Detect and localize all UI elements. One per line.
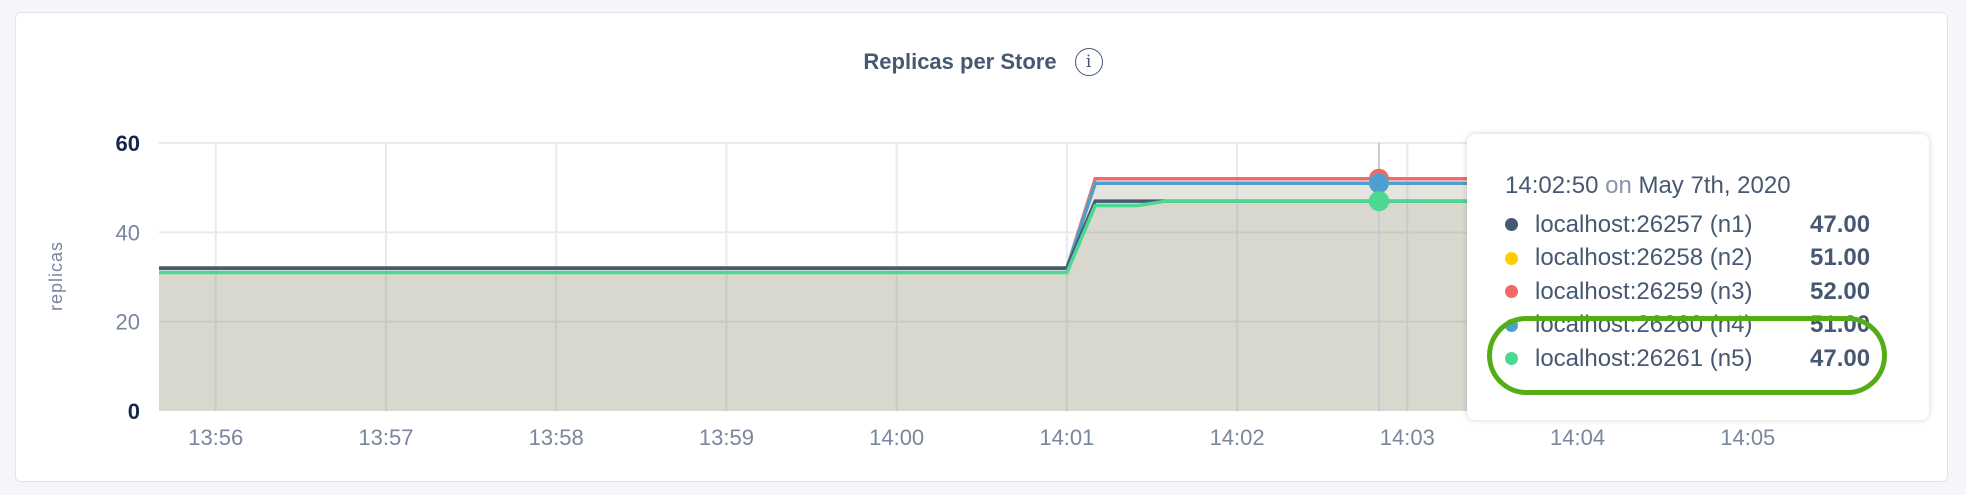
chart-title-text: Replicas per Store [863,49,1057,75]
tooltip-series-name: localhost:26258 (n2) [1535,244,1753,272]
series-dot-icon [1505,251,1518,265]
hover-point [1368,173,1389,194]
tooltip-time: 14:02:50 [1505,172,1599,199]
tooltip-on: on [1605,172,1632,199]
info-icon[interactable]: i [1074,48,1103,77]
tooltip-series-value: 52.00 [1810,277,1871,305]
y-tick-label: 20 [116,310,140,335]
tooltip-series-name: localhost:26261 (n5) [1535,344,1753,372]
x-tick-label: 14:02 [1210,425,1265,450]
tooltip-series-value: 47.00 [1810,210,1871,238]
y-axis-label: replicas [46,241,66,311]
x-tick-label: 14:03 [1380,425,1435,450]
y-tick-label: 40 [116,220,140,245]
tooltip-row: localhost:26260 (n4) 51.00 [1505,309,1929,343]
tooltip-row: localhost:26261 (n5) 47.00 [1505,342,1929,376]
x-tick-label: 14:00 [869,425,924,450]
highlight-ellipse [1487,316,1887,395]
tooltip-timestamp: 14:02:50 on May 7th, 2020 [1505,172,1929,200]
x-tick-label: 13:59 [699,425,754,450]
series-dot-icon [1505,218,1518,232]
x-tick-label: 14:04 [1550,425,1605,450]
y-tick-label: 60 [116,131,140,156]
tooltip-series-name: localhost:26260 (n4) [1535,311,1753,339]
tooltip-series-value: 51.00 [1810,244,1871,272]
tooltip-date: May 7th, 2020 [1638,172,1791,199]
x-tick-label: 13:57 [358,425,413,450]
y-tick-label: 0 [128,399,140,424]
chart-title: Replicas per Store i [0,48,1966,77]
hover-point [1368,191,1389,212]
series-line [159,199,1918,275]
tooltip-row: localhost:26259 (n3) 52.00 [1505,275,1929,309]
x-tick-label: 14:01 [1039,425,1094,450]
tooltip-series-name: localhost:26257 (n1) [1535,210,1753,238]
tooltip-series-name: localhost:26259 (n3) [1535,277,1753,305]
tooltip-row: localhost:26258 (n2) 51.00 [1505,242,1929,276]
x-tick-label: 14:05 [1720,425,1775,450]
x-tick-label: 13:58 [529,425,584,450]
tooltip-row: localhost:26257 (n1) 47.00 [1505,208,1929,242]
series-dot-icon [1505,285,1518,299]
x-tick-label: 13:56 [188,425,243,450]
